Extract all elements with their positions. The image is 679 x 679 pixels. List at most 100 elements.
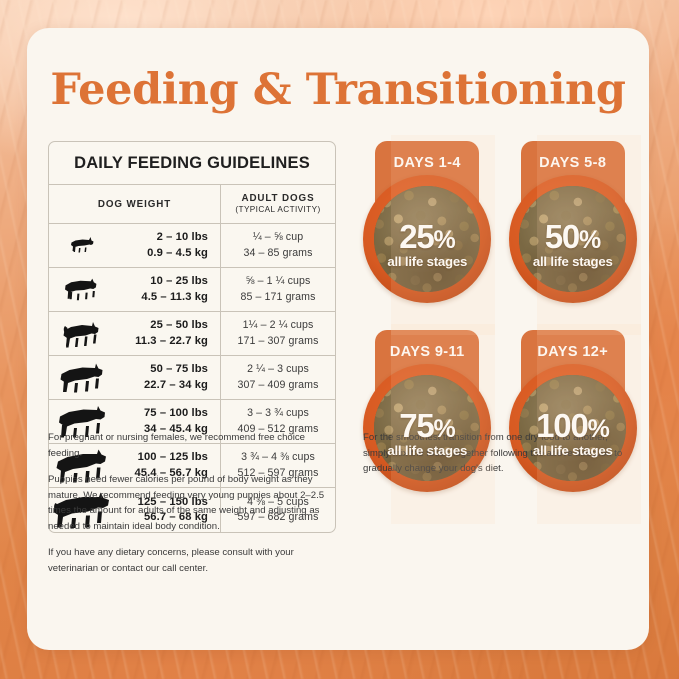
cell-adult-amount: 4 ⅜ – 5 cups 597 – 682 grams — [221, 488, 335, 532]
food-bowl — [508, 175, 637, 303]
column-header-adult-dogs: ADULT DOGS (TYPICAL ACTIVITY) — [221, 185, 335, 223]
amount-grams: 307 – 409 grams — [237, 378, 319, 391]
kibble-texture — [373, 185, 481, 293]
food-bowl — [363, 364, 491, 492]
weight-lbs: 2 – 10 lbs — [156, 231, 208, 244]
kibble-shading — [373, 185, 481, 293]
table-header-row: DOG WEIGHT ADULT DOGS (TYPICAL ACTIVITY) — [49, 185, 335, 224]
page-title: Feeding & Transitioning — [50, 65, 626, 115]
dog-silhouette-retriever — [49, 492, 115, 528]
amount-cups: ⅝ – 1 ¼ cups — [245, 275, 311, 288]
kibble-texture — [373, 374, 481, 482]
table-title: DAILY FEEDING GUIDELINES — [49, 142, 335, 185]
weight-kg: 34 – 45.4 kg — [143, 422, 208, 435]
cell-dog-weight: 25 – 50 lbs 11.3 – 22.7 kg — [49, 312, 221, 355]
weight-values: 25 – 50 lbs 11.3 – 22.7 kg — [115, 318, 220, 348]
amount-grams: 409 – 512 grams — [237, 422, 319, 435]
weight-lbs: 125 – 150 lbs — [137, 495, 208, 508]
transition-note-text: For the smoothest transition from one dr… — [363, 432, 623, 475]
table-body: 2 – 10 lbs 0.9 – 4.5 kg ¼ – ⅝ cup 34 – 85 g… — [49, 224, 335, 532]
cell-adult-amount: ¼ – ⅝ cup 34 – 85 grams — [221, 224, 335, 267]
table-row: 25 – 50 lbs 11.3 – 22.7 kg 1¼ – 2 ¼ cups 17… — [49, 312, 335, 356]
amount-cups: 3 – 3 ¾ cups — [247, 407, 309, 420]
table-row: 125 – 150 lbs 56.7 – 68 kg 4 ⅜ – 5 cups 597… — [49, 488, 335, 532]
cell-dog-weight: 10 – 25 lbs 4.5 – 11.3 kg — [49, 268, 221, 311]
bowl-interior — [373, 374, 481, 482]
weight-lbs: 25 – 50 lbs — [150, 319, 208, 332]
day-range-label: DAYS 1-4 — [393, 155, 461, 171]
column-header-adult-dogs-line2: (TYPICAL ACTIVITY) — [235, 205, 321, 214]
kibble-texture — [519, 185, 626, 293]
weight-kg: 11.3 – 22.7 kg — [135, 334, 208, 347]
cell-dog-weight: 2 – 10 lbs 0.9 – 4.5 kg — [49, 224, 221, 267]
amount-grams: 512 – 597 grams — [237, 466, 319, 479]
day-range-label: DAYS 9-11 — [389, 344, 465, 360]
dog-silhouette-great-dane — [49, 405, 115, 438]
table-row: 10 – 25 lbs 4.5 – 11.3 kg ⅝ – 1 ¼ cups 85 –… — [49, 268, 335, 312]
dog-silhouette-chihuahua — [49, 236, 115, 256]
transition-bowl: DAYS 1-4 25% all life stages — [363, 135, 495, 335]
kibble-shading — [373, 374, 481, 482]
amount-cups: ¼ – ⅝ cup — [252, 231, 304, 244]
day-range-label: DAYS 5-8 — [539, 155, 607, 171]
feeding-table-column: DAILY FEEDING GUIDELINES DOG WEIGHT ADUL… — [48, 141, 336, 533]
weight-kg: 56.7 – 68 kg — [143, 511, 208, 523]
dog-silhouette-shepherd — [49, 363, 115, 393]
dog-silhouette-french-bulldog — [49, 278, 115, 302]
weight-values: 125 – 150 lbs 56.7 – 68 kg — [115, 495, 220, 525]
table-row: 100 – 125 lbs 45.4 – 56.7 kg 3 ¾ – 4 ⅜ cup… — [49, 444, 335, 488]
amount-cups: 1¼ – 2 ¼ cups — [242, 319, 314, 332]
transition-bowl: DAYS 9-11 75% all life stages — [363, 324, 495, 524]
feeding-note-paragraph: If you have any dietary concerns, please… — [48, 547, 294, 574]
weight-values: 2 – 10 lbs 0.9 – 4.5 kg — [115, 230, 220, 260]
weight-lbs: 10 – 25 lbs — [150, 275, 208, 288]
column-header-dog-weight: DOG WEIGHT — [49, 185, 221, 223]
cell-dog-weight: 100 – 125 lbs 45.4 – 56.7 kg — [49, 444, 221, 487]
weight-values: 50 – 75 lbs 22.7 – 34 kg — [115, 362, 220, 392]
table-row: 50 – 75 lbs 22.7 – 34 kg 2 ¼ – 3 cups 307 –… — [49, 356, 335, 400]
bowl-interior — [519, 185, 626, 293]
amount-cups: 2 ¼ – 3 cups — [247, 363, 309, 376]
cell-dog-weight: 75 – 100 lbs 34 – 45.4 kg — [49, 400, 221, 443]
weight-lbs: 50 – 75 lbs — [150, 363, 208, 376]
amount-cups: 4 ⅜ – 5 cups — [247, 495, 309, 508]
transition-bowl: DAYS 12+ 100% all life stages — [508, 324, 641, 524]
cell-dog-weight: 50 – 75 lbs 22.7 – 34 kg — [49, 356, 221, 399]
cell-adult-amount: 3 ¾ – 4 ⅜ cups 512 – 597 grams — [221, 444, 335, 487]
weight-lbs: 75 – 100 lbs — [143, 407, 208, 420]
weight-kg: 0.9 – 4.5 kg — [147, 246, 208, 259]
bowl-interior — [519, 374, 626, 482]
kibble-texture — [519, 374, 626, 482]
weight-values: 75 – 100 lbs 34 – 45.4 kg — [115, 406, 220, 436]
feeding-note-paragraph: For pregnant or nursing females, we reco… — [48, 432, 306, 459]
amount-grams: 85 – 171 grams — [240, 290, 316, 303]
content-card: Feeding & Transitioning DAILY FEEDING GU… — [27, 28, 649, 650]
table-row: 2 – 10 lbs 0.9 – 4.5 kg ¼ – ⅝ cup 34 – 85 g… — [49, 224, 335, 268]
bowl-interior — [373, 185, 481, 293]
amount-grams: 34 – 85 grams — [243, 246, 313, 259]
transition-note: For the smoothest transition from one dr… — [363, 430, 637, 477]
kibble-shading — [519, 374, 626, 482]
weight-kg: 22.7 – 34 kg — [143, 378, 208, 391]
weight-values: 100 – 125 lbs 45.4 – 56.7 kg — [115, 450, 220, 480]
feeding-note-paragraph: Puppies need fewer calories per pound of… — [48, 474, 325, 532]
dog-silhouette-labrador — [49, 449, 115, 483]
table-row: 75 – 100 lbs 34 – 45.4 kg 3 – 3 ¾ cups 409 … — [49, 400, 335, 444]
kibble-shading — [519, 185, 626, 293]
day-range-label: DAYS 12+ — [537, 344, 609, 360]
cell-adult-amount: 2 ¼ – 3 cups 307 – 409 grams — [221, 356, 335, 399]
daily-feeding-table: DAILY FEEDING GUIDELINES DOG WEIGHT ADUL… — [48, 141, 336, 533]
amount-grams: 597 – 682 grams — [237, 511, 319, 523]
cell-adult-amount: 1¼ – 2 ¼ cups 171 – 307 grams — [221, 312, 335, 355]
amount-cups: 3 ¾ – 4 ⅜ cups — [241, 451, 315, 464]
cell-adult-amount: ⅝ – 1 ¼ cups 85 – 171 grams — [221, 268, 335, 311]
weight-values: 10 – 25 lbs 4.5 – 11.3 kg — [115, 274, 220, 304]
amount-grams: 171 – 307 grams — [237, 334, 319, 347]
weight-kg: 45.4 – 56.7 kg — [134, 466, 208, 479]
cell-dog-weight: 125 – 150 lbs 56.7 – 68 kg — [49, 488, 221, 532]
column-header-adult-dogs-line1: ADULT DOGS — [241, 193, 315, 204]
feeding-notes: For pregnant or nursing females, we reco… — [48, 430, 340, 576]
transition-bowl: DAYS 5-8 50% all life stages — [508, 135, 641, 335]
food-bowl — [363, 175, 491, 303]
weight-kg: 4.5 – 11.3 kg — [141, 290, 208, 303]
